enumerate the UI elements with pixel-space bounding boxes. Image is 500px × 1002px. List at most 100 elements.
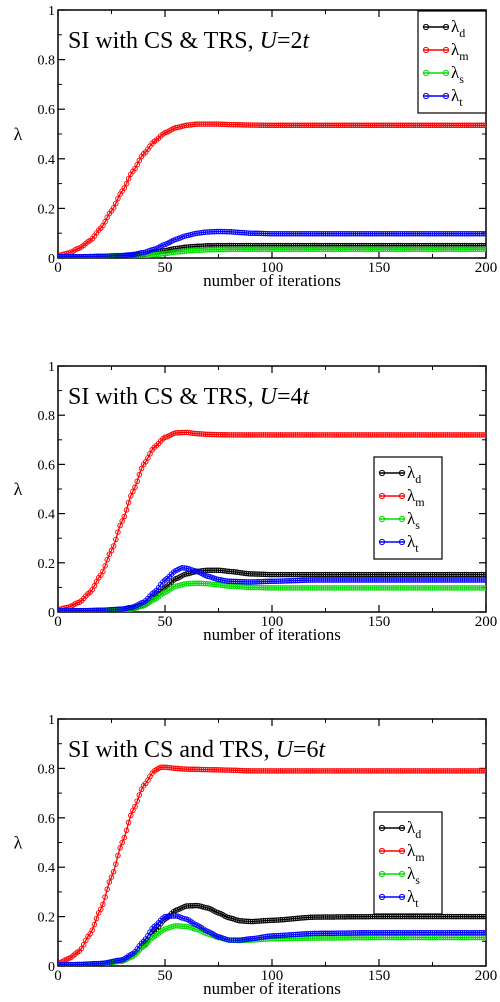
- data-point-m: [104, 886, 110, 892]
- data-point-m: [106, 879, 113, 885]
- legend-marker: [398, 515, 406, 523]
- legend-subscript: s: [459, 72, 464, 86]
- data-point-m: [98, 906, 104, 912]
- data-point-t: [483, 929, 486, 936]
- legend-label-s: λs: [407, 864, 420, 887]
- x-axis-label: number of iterations: [203, 625, 341, 644]
- data-point-s: [483, 585, 486, 591]
- x-tick-label: 0: [54, 968, 62, 984]
- data-point-m: [119, 518, 125, 524]
- data-point-t: [481, 230, 486, 237]
- x-axis-label: number of iterations: [203, 979, 341, 998]
- x-tick-label: 100: [261, 614, 284, 630]
- x-tick-label: 100: [261, 260, 284, 276]
- data-point-m: [104, 556, 110, 563]
- data-point-s: [481, 246, 486, 253]
- x-tick-label: 150: [368, 968, 391, 984]
- data-point-m: [125, 175, 132, 182]
- legend-marker: [378, 824, 386, 832]
- y-tick-label: 0: [48, 252, 55, 267]
- data-point-m: [117, 522, 123, 529]
- data-point-m: [123, 180, 130, 187]
- data-point-m: [121, 185, 128, 191]
- series-t: [58, 913, 486, 966]
- data-point-m: [132, 484, 138, 491]
- y-tick-label: 0.6: [38, 458, 56, 473]
- data-point-m: [100, 568, 106, 575]
- data-point-m: [108, 547, 115, 554]
- title-value: =6: [293, 737, 319, 763]
- data-point-s: [483, 934, 486, 941]
- data-point-t: [483, 577, 486, 583]
- legend-marker: [398, 847, 406, 855]
- legend-label-t: λt: [451, 86, 463, 109]
- y-tick-label: 1: [48, 713, 55, 728]
- data-point-m: [100, 901, 106, 908]
- legend-marker: [398, 492, 406, 500]
- x-tick-label: 200: [475, 614, 498, 630]
- legend-subscript: s: [415, 518, 420, 532]
- y-tick-label: 0.8: [38, 409, 56, 424]
- data-point-m: [117, 845, 123, 851]
- legend-subscript: d: [459, 26, 465, 40]
- legend-marker: [442, 69, 450, 77]
- data-point-d: [483, 571, 486, 578]
- title-value: =4: [277, 384, 303, 410]
- legend-marker: [378, 538, 386, 546]
- legend-marker: [378, 515, 386, 523]
- legend-subscript: s: [415, 873, 420, 887]
- data-point-s: [481, 585, 486, 591]
- data-point-d: [483, 242, 486, 249]
- title-text: SI with CS & TRS,: [68, 384, 260, 410]
- data-point-t: [481, 577, 486, 583]
- legend-subscript: m: [415, 850, 425, 864]
- data-point-m: [136, 792, 143, 798]
- y-tick-label: 0.8: [38, 54, 56, 69]
- x-axis-label: number of iterations: [203, 271, 341, 290]
- data-point-t: [481, 929, 486, 936]
- title-variable: U: [276, 737, 295, 763]
- legend-marker: [378, 870, 386, 878]
- data-point-m: [481, 768, 486, 774]
- data-point-m: [132, 803, 138, 810]
- legend-symbol: λ: [407, 463, 416, 482]
- chart-panel-u4: 0 50 100 150 200 0 0.2 0.4 0.6 0.8 1 number of iter…: [14, 360, 498, 644]
- legend-label-t: λt: [407, 887, 419, 910]
- data-point-m: [125, 819, 132, 826]
- data-point-m: [134, 478, 140, 485]
- chart-title: SI with CS & TRS, U=2t: [68, 28, 311, 54]
- title-unit: t: [303, 384, 311, 410]
- legend-marker: [398, 469, 406, 477]
- x-tick-label: 50: [158, 614, 173, 630]
- legend-label-t: λt: [407, 532, 419, 555]
- y-tick-label: 0.6: [38, 812, 56, 827]
- legend-subscript: m: [415, 495, 425, 509]
- legend-marker: [378, 893, 386, 901]
- data-point-m: [483, 768, 486, 774]
- legend-symbol: λ: [407, 864, 416, 883]
- series-t: [58, 564, 486, 612]
- y-tick-label: 0.6: [38, 103, 56, 118]
- y-tick-label: 0.2: [38, 557, 56, 572]
- data-point-m: [110, 543, 117, 549]
- data-point-m: [121, 834, 128, 841]
- y-tick-label: 0.4: [38, 861, 56, 876]
- legend-label-m: λm: [451, 40, 469, 63]
- legend-subscript: t: [415, 541, 419, 555]
- data-point-m: [123, 827, 130, 834]
- legend-subscript: t: [459, 95, 463, 109]
- data-point-m: [136, 471, 143, 478]
- y-tick-label: 0.4: [38, 153, 56, 168]
- legend-label-s: λs: [451, 63, 464, 86]
- title-text: SI with CS and TRS,: [68, 737, 276, 763]
- legend-label-d: λd: [451, 17, 465, 40]
- data-point-m: [89, 927, 95, 933]
- y-tick-label: 0: [48, 960, 55, 975]
- legend-marker: [422, 69, 430, 77]
- data-point-m: [102, 563, 108, 569]
- legend-symbol: λ: [451, 63, 460, 82]
- data-point-m: [115, 852, 121, 859]
- y-axis-label: λ: [14, 833, 23, 853]
